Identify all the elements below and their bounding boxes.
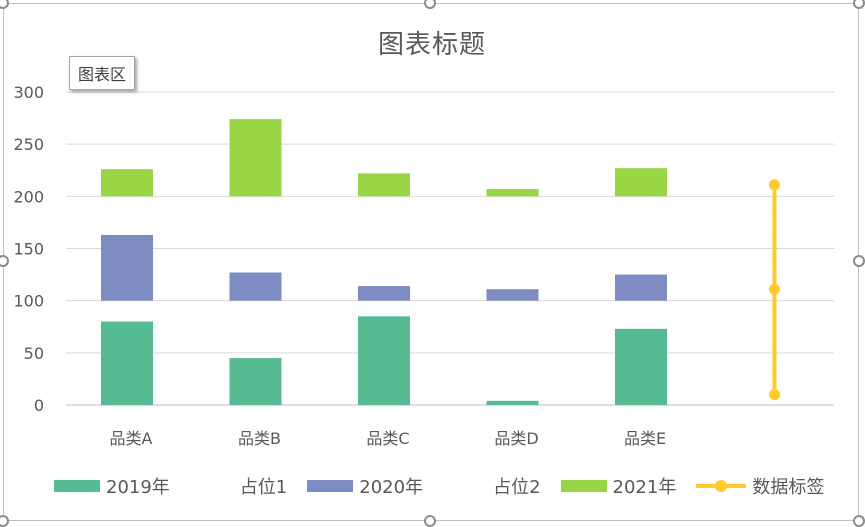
legend-item[interactable]: 2019年	[54, 473, 170, 499]
resize-handle-bottom[interactable]	[424, 515, 436, 527]
legend-label: 数据标签	[752, 477, 825, 498]
y-tick-label: 0	[34, 396, 44, 415]
legend-swatch	[307, 480, 354, 492]
bar-2019年	[615, 328, 667, 405]
resize-handle-right[interactable]	[853, 255, 865, 267]
bar-2021年	[358, 173, 410, 197]
resize-handle-top[interactable]	[424, 0, 436, 9]
y-tick-label: 50	[24, 344, 44, 363]
legend-swatch	[54, 480, 100, 492]
x-tick-label: 品类D	[494, 429, 538, 448]
x-tick-label: 品类C	[366, 429, 409, 448]
legend-line-swatch	[696, 480, 747, 492]
y-tick-label: 300	[13, 83, 44, 102]
chart-title[interactable]: 图表标题	[377, 30, 486, 60]
legend-item[interactable]: 占位1	[240, 473, 287, 499]
plot-area[interactable]: 0 50 100 150 200 250 300 品类A 品类B 品类C 品类D 品类E	[4, 4, 860, 464]
legend-item[interactable]: 2021年	[560, 473, 677, 499]
chart-area-tooltip: 图表区	[69, 56, 136, 90]
legend-label: 占位2	[493, 477, 541, 498]
bar-2020年	[486, 289, 539, 301]
bar-2019年	[486, 400, 539, 405]
y-tick-label: 150	[13, 240, 44, 259]
resize-handle-bottom-right[interactable]	[853, 515, 865, 527]
resize-handle-bottom-left[interactable]	[0, 515, 9, 527]
bar-2020年	[615, 274, 667, 301]
y-tick-label: 100	[13, 292, 44, 311]
legend-label: 2021年	[612, 477, 677, 498]
x-tick-label: 品类A	[110, 429, 153, 448]
resize-handle-top-right[interactable]	[853, 0, 865, 9]
legend-label: 2020年	[359, 477, 424, 498]
bar-2019年	[358, 316, 410, 405]
chart-area[interactable]: 图表标题 0 50 100 150 200 250 300 品类A 品类B 品类C 品类D 品类E 图…	[3, 3, 859, 521]
legend-label: 2019年	[106, 477, 170, 498]
legend-item[interactable]: 2020年	[307, 473, 423, 499]
legend-label: 占位1	[239, 477, 288, 498]
resize-handle-top-left[interactable]	[0, 0, 9, 9]
bar-2020年	[358, 286, 410, 301]
x-tick-label: 品类E	[624, 429, 666, 448]
data-label-point	[769, 389, 780, 401]
bar-2021年	[101, 169, 153, 197]
bar-2020年	[101, 234, 153, 301]
bar-2020年	[229, 272, 282, 301]
legend-item[interactable]: 数据标签	[696, 473, 824, 499]
y-tick-label: 200	[13, 187, 44, 206]
bar-2021年	[486, 189, 539, 197]
legend-item[interactable]: 占位2	[493, 473, 540, 499]
data-label-point	[769, 179, 780, 191]
bar-2021年	[229, 119, 282, 197]
legend-swatch	[560, 480, 607, 492]
y-tick-label: 250	[13, 135, 44, 154]
bar-2021年	[615, 168, 667, 197]
x-tick-label: 品类B	[238, 429, 281, 448]
bar-2019年	[229, 358, 282, 405]
data-label-point	[769, 283, 780, 295]
resize-handle-left[interactable]	[0, 255, 9, 267]
bar-2019年	[101, 321, 153, 405]
legend[interactable]: 2019年 占位1 2020年 占位2 2021年 数据标签	[54, 472, 844, 500]
